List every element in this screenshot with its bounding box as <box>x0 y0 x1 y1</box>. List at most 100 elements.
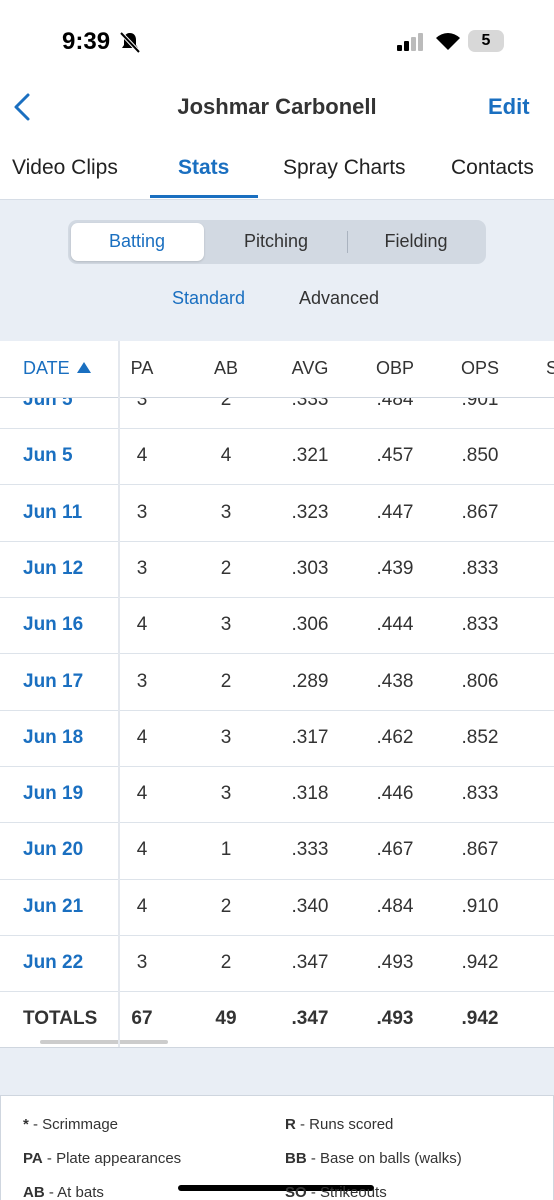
legend-text: - Plate appearances <box>46 1150 182 1167</box>
sort-icon <box>77 362 91 373</box>
date-cell: Jun 17 <box>23 670 84 692</box>
stat-cell: .446 <box>376 783 414 805</box>
legend-item: SO - Strikeouts <box>285 1184 387 1200</box>
date-cell: Jun 5 <box>23 445 73 467</box>
header-cell[interactable]: AB <box>213 358 239 378</box>
legend-key: * <box>23 1116 29 1133</box>
subtab[interactable]: Advanced <box>299 288 380 308</box>
row-divider <box>0 653 554 655</box>
stat-cell: .438 <box>376 670 414 692</box>
stat-cell: .833 <box>461 557 499 579</box>
stat-cell: .321 <box>291 445 329 467</box>
stat-cell: .852 <box>461 726 499 748</box>
stat-cell: .462 <box>376 726 414 748</box>
date-cell: Jun 19 <box>23 783 84 805</box>
legend-text: - Strikeouts <box>310 1184 387 1200</box>
tab[interactable]: Spray Charts <box>283 156 406 179</box>
stat-cell: 67 <box>131 1008 153 1030</box>
stat-cell: .493 <box>376 952 414 973</box>
segment-divider <box>347 231 348 253</box>
stat-cell: .806 <box>461 670 499 692</box>
stat-cell: .942 <box>461 952 499 973</box>
stat-cell: .467 <box>376 839 414 861</box>
stat-cell: 3 <box>220 726 232 748</box>
stat-cell: 4 <box>220 445 232 467</box>
legend-item: R - Runs scored <box>285 1116 393 1133</box>
stat-cell: 1 <box>220 839 232 861</box>
stat-cell: .833 <box>461 783 499 805</box>
segment-selected <box>71 223 204 261</box>
stat-cell: 3 <box>136 557 148 579</box>
stat-cell: 4 <box>136 445 148 467</box>
tab[interactable]: Video Clips <box>12 156 118 179</box>
legend-text: - Runs scored <box>300 1116 394 1133</box>
scroll-indicator <box>40 1040 168 1044</box>
date-cell: Jun 16 <box>23 614 84 636</box>
header-cell[interactable]: S <box>546 358 554 379</box>
date-cell: Jun 18 <box>23 726 84 748</box>
stat-cell: 4 <box>136 895 148 917</box>
legend-item: BB - Base on balls (walks) <box>285 1150 462 1167</box>
home-indicator <box>178 1185 374 1191</box>
segment[interactable]: Batting <box>108 231 166 251</box>
stat-cell: .444 <box>376 614 414 636</box>
legend-key: BB <box>285 1150 307 1167</box>
stat-cell: .317 <box>291 726 329 748</box>
legend-key: PA <box>23 1150 43 1167</box>
wifi-icon <box>436 33 460 50</box>
stat-cell: .340 <box>291 895 329 917</box>
row-divider <box>0 765 554 767</box>
stat-cell: 2 <box>220 895 232 917</box>
stat-cell: .323 <box>291 501 329 523</box>
nav-title: Joshmar Carbonell <box>177 94 377 119</box>
header-cell[interactable]: AVG <box>291 358 329 378</box>
tab-underline <box>150 195 258 198</box>
stat-cell: .484 <box>376 895 414 917</box>
edit-button[interactable]: Edit <box>488 94 530 119</box>
header-cell[interactable]: OPS <box>460 358 500 378</box>
tab[interactable]: Stats <box>178 156 230 179</box>
row-divider <box>0 991 554 993</box>
legend-item: PA - Plate appearances <box>23 1150 181 1167</box>
date-cell: Jun 11 <box>23 501 83 523</box>
date-cell: Jun 12 <box>23 557 84 579</box>
stat-cell: 49 <box>215 1008 237 1030</box>
legend-text: - At bats <box>48 1184 104 1200</box>
date-cell: Jun 22 <box>23 952 84 973</box>
header-cell[interactable]: DATE <box>23 358 70 378</box>
legend-item: AB - At bats <box>23 1184 104 1200</box>
totals-label: TOTALS <box>23 1008 98 1030</box>
stat-cell: .289 <box>291 670 329 692</box>
stat-cell: 4 <box>136 726 148 748</box>
row-divider <box>0 484 554 486</box>
segment[interactable]: Fielding <box>384 231 448 251</box>
stat-cell: .457 <box>376 445 414 467</box>
status-time: 9:39 <box>62 28 111 55</box>
stat-cell: 2 <box>220 952 232 973</box>
tab[interactable]: Contacts <box>451 156 534 179</box>
header-cell[interactable]: OBP <box>375 358 415 378</box>
stat-cell: .303 <box>291 557 329 579</box>
stat-cell: .439 <box>376 557 414 579</box>
stat-cell: .333 <box>291 839 329 861</box>
table-header: DATE PA AB AVG OBP OPS S <box>0 341 554 398</box>
row-divider <box>0 934 554 936</box>
stat-cell: 3 <box>136 670 148 692</box>
column-divider <box>118 341 120 1047</box>
segment[interactable]: Pitching <box>243 231 309 251</box>
stat-cell: .484 <box>376 398 414 410</box>
row-divider <box>0 540 554 542</box>
row-divider <box>0 822 554 824</box>
stat-cell: 2 <box>220 398 232 410</box>
header-cell[interactable]: PA <box>130 358 154 378</box>
table-body: Jun 5 3 2 .333 .484 .901 Jun 5 4 4 .321 .457 .850 Ju… <box>0 398 554 1047</box>
subtab[interactable]: Standard <box>172 288 246 308</box>
stat-cell: .867 <box>461 839 499 861</box>
stat-cell: .333 <box>291 398 329 410</box>
row-divider <box>0 428 554 430</box>
date-cell: Jun 5 <box>23 398 73 410</box>
date-cell: Jun 21 <box>23 895 84 917</box>
legend-key: R <box>285 1116 296 1133</box>
back-button[interactable] <box>10 92 34 122</box>
